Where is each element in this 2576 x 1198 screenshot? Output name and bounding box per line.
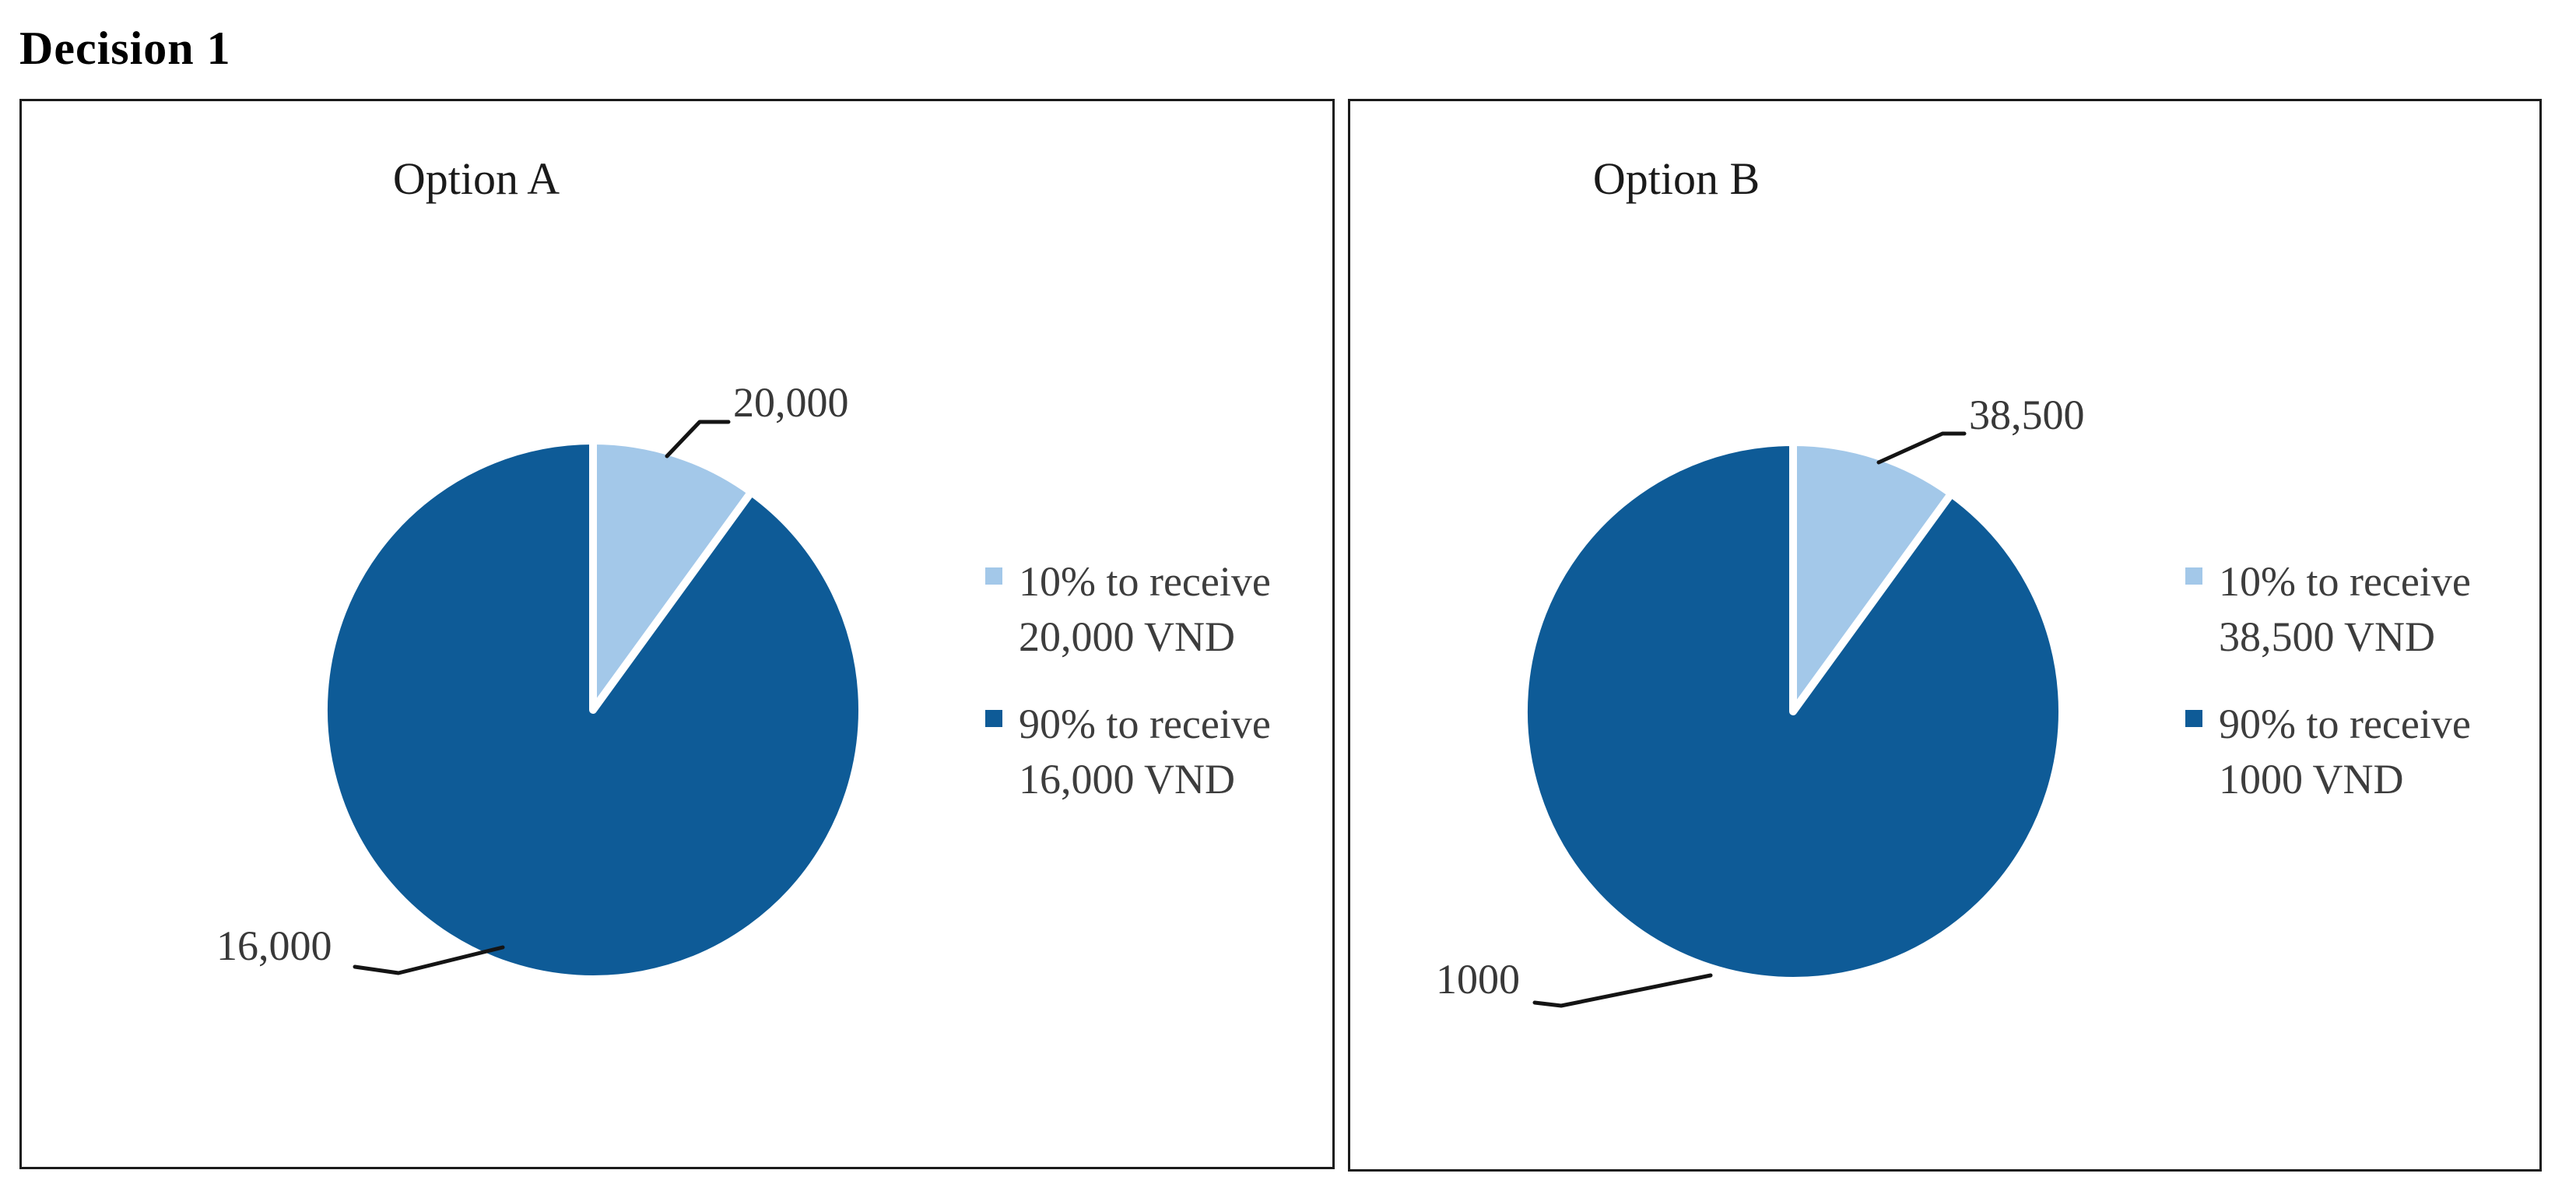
legend-item: 90% to receive 1000 VND: [2185, 697, 2471, 808]
legend-swatch-dark-blue: [2185, 710, 2202, 727]
legend-label-line1: 10% to receive: [2219, 558, 2471, 605]
legend-label: 90% to receive 1000 VND: [2219, 697, 2471, 808]
callout-label-a-small: 20,000: [733, 379, 849, 426]
callout-label-b-small: 38,500: [1969, 392, 2085, 438]
legend-label-line1: 10% to receive: [1019, 558, 1271, 605]
callout-label-a-large: 16,000: [216, 922, 332, 969]
page-title: Decision 1: [19, 23, 231, 74]
legend-item: 10% to receive 20,000 VND: [985, 554, 1271, 666]
legend-swatch-light-blue: [2185, 567, 2202, 585]
legend-label-line2: 20,000 VND: [1019, 613, 1236, 661]
legend-item: 10% to receive 38,500 VND: [2185, 554, 2471, 666]
legend-label: 10% to receive 20,000 VND: [1019, 554, 1271, 666]
legend-label: 90% to receive 16,000 VND: [1019, 697, 1271, 808]
legend-label: 10% to receive 38,500 VND: [2219, 554, 2471, 666]
legend-label-line2: 16,000 VND: [1019, 756, 1236, 803]
legend-label-line1: 90% to receive: [1019, 701, 1271, 747]
legend-label-line2: 38,500 VND: [2219, 613, 2436, 661]
chart-title-option-b: Option B: [1592, 153, 1760, 204]
legend-swatch-light-blue: [985, 567, 1002, 585]
legend-swatch-dark-blue: [985, 710, 1002, 727]
callout-label-b-large: 1000: [1436, 956, 1520, 1003]
legend-item: 90% to receive 16,000 VND: [985, 697, 1271, 808]
chart-title-option-a: Option A: [392, 153, 560, 204]
legend-label-line1: 90% to receive: [2219, 701, 2471, 747]
legend-label-line2: 1000 VND: [2219, 756, 2404, 803]
